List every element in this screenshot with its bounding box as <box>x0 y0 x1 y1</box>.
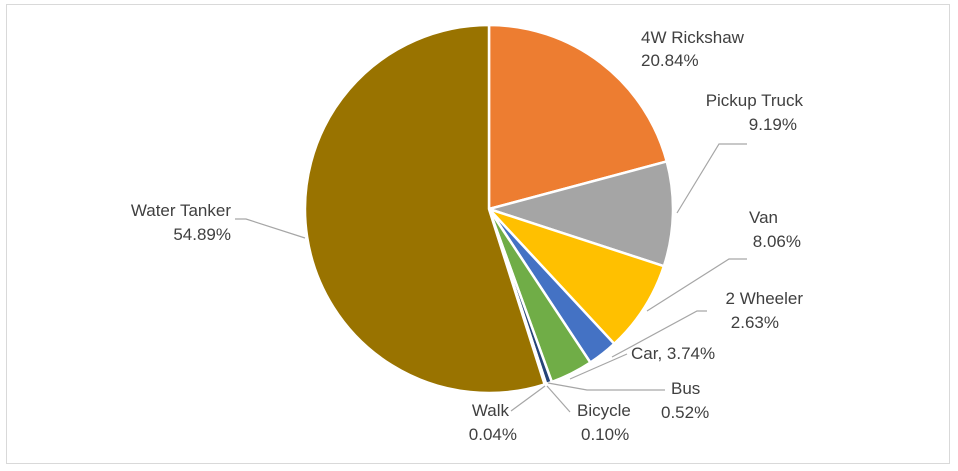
leader-line-water-tanker <box>235 219 305 238</box>
slice-value-label-van: 8.06% <box>753 232 801 251</box>
slice-value-label-water-tanker: 54.89% <box>173 225 231 244</box>
slice-value-label-4w-rickshaw: 20.84% <box>641 51 699 70</box>
slice-name-label-bus: Bus <box>671 379 700 398</box>
slice-value-label-2-wheeler: 2.63% <box>731 313 779 332</box>
slice-name-label-4w-rickshaw: 4W Rickshaw <box>641 28 745 47</box>
slice-name-label-2-wheeler: 2 Wheeler <box>726 289 804 308</box>
slice-value-label-bus: 0.52% <box>661 403 709 422</box>
slice-name-label-van: Van <box>749 208 778 227</box>
slice-name-label-bicycle: Bicycle <box>577 401 631 420</box>
pie-chart: 4W Rickshaw 20.84% Pickup Truck 9.19% Van 8.0… <box>7 5 951 465</box>
slice-value-label-bicycle: 0.10% <box>581 425 629 444</box>
leader-line-pickup-truck <box>677 144 747 213</box>
slice-value-label-pickup-truck: 9.19% <box>749 115 797 134</box>
slice-value-label-walk: 0.04% <box>469 425 517 444</box>
slice-value-label-car: Car, 3.74% <box>631 344 715 363</box>
slice-name-label-water-tanker: Water Tanker <box>131 201 231 220</box>
slice-name-label-pickup-truck: Pickup Truck <box>706 91 804 110</box>
leader-line-bicycle <box>547 386 570 412</box>
leader-line-bus <box>548 383 665 390</box>
slice-name-label-walk: Walk <box>472 401 510 420</box>
chart-frame: 4W Rickshaw 20.84% Pickup Truck 9.19% Van 8.0… <box>6 4 950 464</box>
